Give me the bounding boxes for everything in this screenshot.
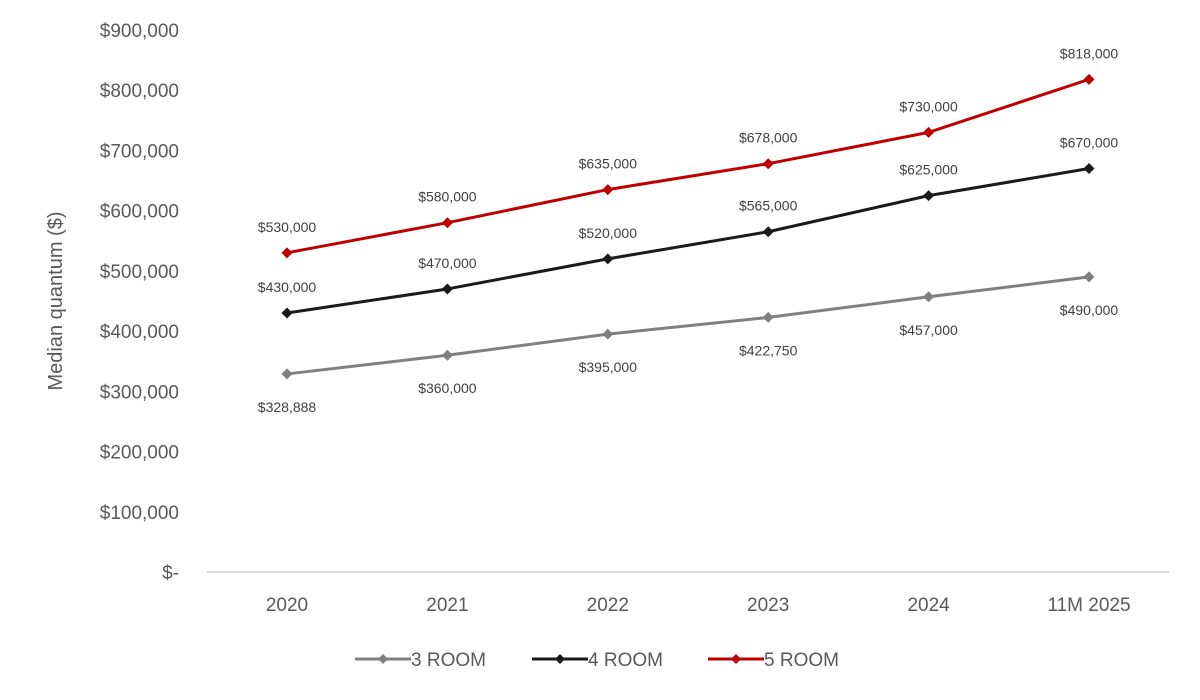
data-point-marker — [602, 328, 614, 340]
y-tick-label: $- — [162, 563, 179, 584]
y-tick-label: $100,000 — [100, 503, 179, 524]
y-tick-label: $400,000 — [100, 322, 179, 343]
y-tick-label: $900,000 — [100, 21, 179, 42]
data-point-marker — [441, 283, 453, 295]
data-point-marker — [762, 158, 774, 170]
x-tick-label: 2024 — [907, 595, 950, 616]
legend-marker-icon — [731, 654, 741, 664]
data-label: $430,000 — [258, 279, 317, 295]
y-tick-label: $700,000 — [100, 141, 179, 162]
data-point-marker — [602, 184, 614, 196]
data-label: $328,888 — [258, 399, 317, 415]
data-point-marker — [762, 311, 774, 323]
series-line — [285, 77, 1091, 255]
y-tick-label: $300,000 — [100, 382, 179, 403]
data-label: $360,000 — [418, 380, 477, 396]
data-point-marker — [602, 253, 614, 265]
series-3-room — [281, 271, 1095, 380]
data-label: $530,000 — [258, 219, 317, 235]
data-label: $395,000 — [579, 359, 638, 375]
y-tick-label: $800,000 — [100, 81, 179, 102]
series-line — [285, 167, 1091, 315]
data-label: $678,000 — [739, 130, 798, 146]
data-label: $520,000 — [579, 225, 638, 241]
data-point-marker — [1083, 73, 1095, 85]
data-label: $670,000 — [1060, 135, 1119, 151]
series-4-room — [281, 163, 1095, 319]
legend-label: 4 ROOM — [588, 650, 663, 671]
x-tick-label: 2023 — [747, 595, 789, 616]
data-point-marker — [1083, 163, 1095, 175]
data-point-marker — [923, 291, 935, 303]
legend-marker-icon — [378, 654, 388, 664]
data-point-marker — [923, 190, 935, 202]
data-label: $565,000 — [739, 198, 798, 214]
x-tick-label: 2021 — [426, 595, 468, 616]
legend-item-4-room: 4 ROOM — [532, 650, 663, 671]
data-point-marker — [441, 349, 453, 361]
x-tick-label: 2020 — [266, 595, 308, 616]
x-axis-ticks: 2020 2021 2022 2023 2024 11M 2025 — [266, 595, 1131, 616]
series-group — [281, 73, 1095, 380]
legend-label: 5 ROOM — [764, 650, 839, 671]
data-point-marker — [441, 217, 453, 229]
data-point-marker — [281, 247, 293, 259]
data-point-marker — [762, 226, 774, 238]
y-axis-ticks: $- $100,000 $200,000 $300,000 $400,000 $500,0… — [100, 21, 179, 584]
data-label: $580,000 — [418, 189, 477, 205]
data-label: $422,750 — [739, 342, 798, 358]
x-tick-label: 11M 2025 — [1047, 595, 1130, 616]
y-tick-label: $200,000 — [100, 443, 179, 464]
data-label: $730,000 — [899, 98, 958, 114]
legend-item-5-room: 5 ROOM — [708, 650, 839, 671]
data-label: $470,000 — [418, 255, 477, 271]
legend-marker-icon — [555, 654, 565, 664]
data-label: $625,000 — [899, 162, 958, 178]
legend: 3 ROOM 4 ROOM 5 ROOM — [355, 650, 839, 671]
legend-label: 3 ROOM — [411, 650, 486, 671]
series-line — [285, 275, 1091, 376]
data-label: $457,000 — [899, 322, 958, 338]
data-point-marker — [923, 126, 935, 138]
data-point-marker — [1083, 271, 1095, 283]
data-labels: $328,888 $360,000 $395,000 $422,750 $457,000… — [258, 45, 1119, 415]
data-point-marker — [281, 368, 293, 380]
legend-item-3-room: 3 ROOM — [355, 650, 486, 671]
data-label: $818,000 — [1060, 45, 1119, 61]
data-label: $490,000 — [1060, 302, 1119, 318]
data-point-marker — [281, 307, 293, 319]
series-5-room — [281, 73, 1095, 259]
y-axis-title: Median quantum ($) — [45, 212, 67, 391]
y-tick-label: $600,000 — [100, 202, 179, 223]
x-tick-label: 2022 — [587, 595, 629, 616]
y-tick-label: $500,000 — [100, 262, 179, 283]
data-label: $635,000 — [579, 156, 638, 172]
